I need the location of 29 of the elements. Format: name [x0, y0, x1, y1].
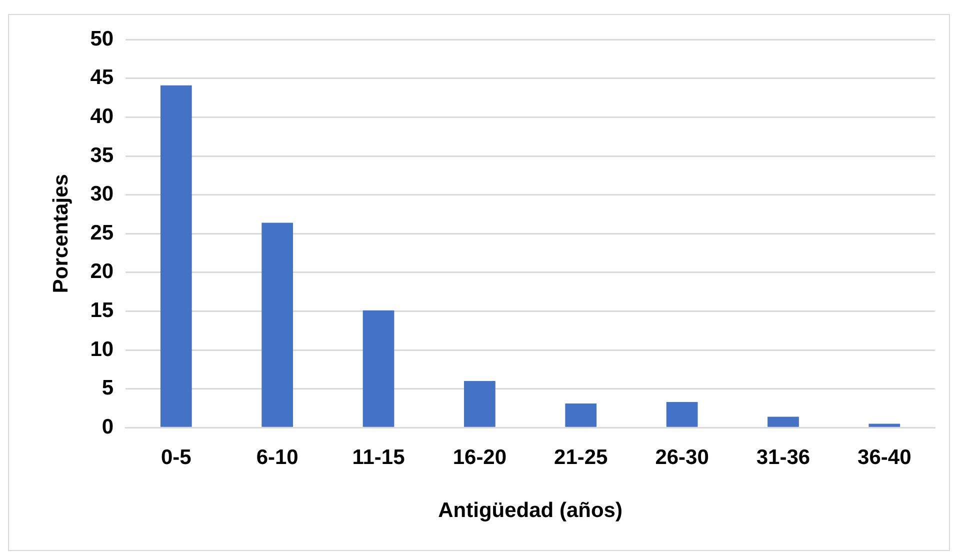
y-tick-label: 5 — [102, 376, 114, 400]
y-tick-label: 10 — [90, 338, 114, 361]
y-tick-label: 25 — [90, 221, 114, 244]
x-tick-label: 16-20 — [452, 446, 507, 469]
y-tick-label: 0 — [102, 415, 114, 438]
y-tick-label: 50 — [90, 27, 114, 50]
y-tick-label: 40 — [90, 104, 114, 128]
y-axis-title: Porcentajes — [49, 174, 72, 294]
x-tick-label: 6-10 — [256, 446, 298, 469]
x-tick-label: 36-40 — [858, 446, 912, 469]
y-tick-label: 15 — [90, 298, 114, 322]
bar — [464, 381, 496, 427]
bar — [362, 310, 394, 427]
x-tick-label: 11-15 — [352, 446, 406, 469]
x-axis-title: Antigüedad (años) — [438, 499, 622, 522]
bar — [160, 85, 192, 427]
bar — [868, 424, 900, 427]
y-tick-label: 45 — [90, 66, 114, 90]
x-tick-label: 26-30 — [655, 446, 709, 469]
bar — [262, 222, 294, 427]
x-tick-label: 21-25 — [554, 446, 608, 469]
bar — [666, 402, 698, 427]
bar — [565, 404, 597, 427]
y-tick-label: 35 — [90, 144, 114, 167]
y-tick-label: 20 — [90, 260, 114, 284]
y-tick-label: 30 — [90, 182, 114, 206]
x-tick-label: 0-5 — [160, 446, 192, 469]
x-tick-label: 31-36 — [756, 446, 810, 469]
bar — [768, 416, 799, 427]
